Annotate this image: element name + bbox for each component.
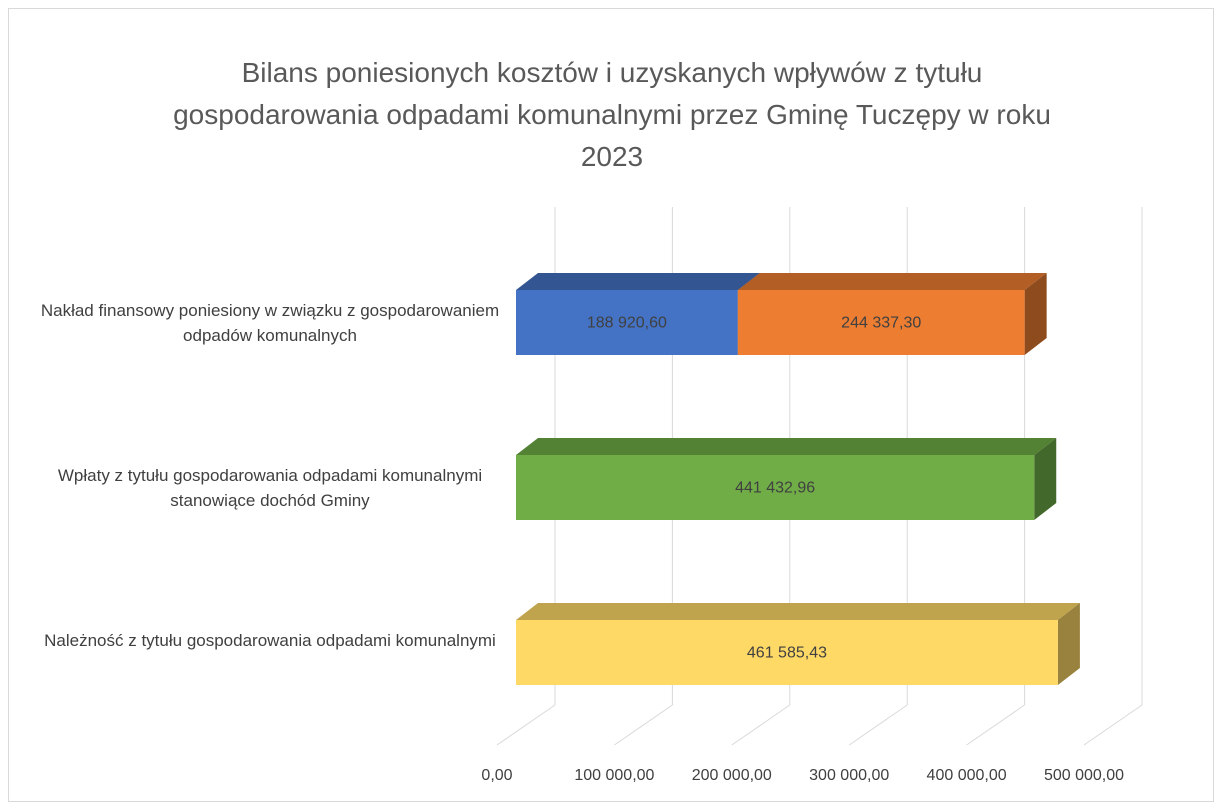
category-label: Wpłaty z tytułu gospodarowania odpadami … xyxy=(57,465,483,510)
x-tick-label: 0,00 xyxy=(481,767,512,784)
category-label: Należność z tytułu gospodarowania odpada… xyxy=(44,630,496,650)
x-tick-label: 200 000,00 xyxy=(692,767,772,784)
floor-line xyxy=(1083,704,1143,746)
bar-top xyxy=(516,438,1057,455)
chart-frame xyxy=(8,8,1214,802)
bar-top xyxy=(516,273,760,290)
value-label: 461 585,43 xyxy=(747,645,827,662)
x-tick-label: 100 000,00 xyxy=(574,767,654,784)
bar xyxy=(516,290,738,355)
bar xyxy=(737,290,1025,355)
floor-line xyxy=(966,704,1025,746)
floor-line xyxy=(614,704,673,746)
x-tick-label: 400 000,00 xyxy=(927,767,1007,784)
floor-line xyxy=(848,704,908,746)
category-label: Nakład finansowy poniesiony w związku z … xyxy=(40,300,500,345)
x-tick-label: 500 000,00 xyxy=(1044,767,1124,784)
bar-side xyxy=(1024,273,1047,355)
value-label: 441 432,96 xyxy=(735,480,815,497)
floor-line xyxy=(496,704,556,746)
bar-top xyxy=(737,273,1047,290)
bar xyxy=(516,455,1035,520)
floor-line xyxy=(731,704,791,746)
chart-title: Bilans poniesionych kosztów i uzyskanych… xyxy=(173,57,1051,172)
bar xyxy=(516,620,1058,685)
value-label: 188 920,60 xyxy=(587,315,667,332)
x-tick-label: 300 000,00 xyxy=(809,767,889,784)
bar-side xyxy=(1057,603,1080,685)
value-label: 244 337,30 xyxy=(841,315,921,332)
bar-top xyxy=(516,603,1080,620)
bar-side xyxy=(1034,438,1057,520)
